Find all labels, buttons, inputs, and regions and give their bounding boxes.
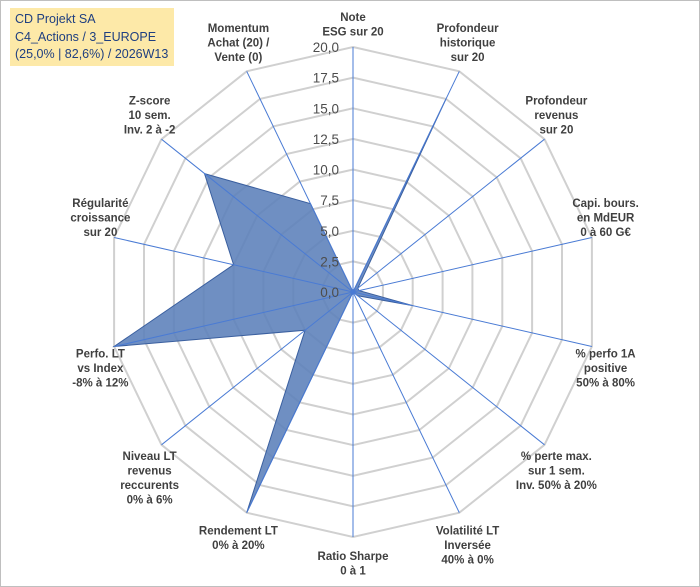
axis-spoke-6 — [352, 291, 460, 513]
tick-label-5: 12,5 — [313, 132, 339, 147]
axis-label-1-line-2: sur 20 — [451, 52, 485, 64]
axis-label-0-line-0: Note — [340, 12, 366, 24]
tick-label-8: 20,0 — [313, 40, 339, 55]
axis-label-10-line-0: Perfo. LT — [76, 349, 125, 361]
axis-label-12-line-1: 10 sem. — [128, 110, 170, 122]
axis-label-12: Z-score 10 sem. Inv. 2 à -2 — [124, 96, 176, 137]
axis-label-0: Note ESG sur 20 — [322, 12, 383, 39]
axis-label-4-line-0: % perfo 1A — [576, 349, 636, 361]
axis-label-10-line-1: vs Index — [77, 363, 124, 375]
axis-label-2: Profondeur revenus sur 20 — [525, 96, 587, 137]
axis-spoke-5 — [352, 291, 545, 446]
axis-label-9: Niveau LT revenus reccurents 0% à 6% — [120, 451, 179, 507]
tick-label-4: 10,0 — [313, 163, 339, 178]
axis-label-13-line-1: Achat (20) / — [207, 37, 270, 49]
axis-spoke-1 — [352, 71, 460, 293]
axis-label-6-line-1: Inversée — [444, 540, 491, 552]
chart-title-box: CD Projekt SA C4_Actions / 3_EUROPE (25,… — [10, 8, 174, 66]
axis-label-12-line-0: Z-score — [129, 96, 171, 108]
chart-title-category: C4_Actions / 3_EUROPE — [15, 29, 157, 44]
axis-label-10: Perfo. LT vs Index -8% à 12% — [72, 349, 128, 390]
axis-label-9-line-3: 0% à 6% — [127, 495, 173, 507]
tick-label-2: 5,0 — [320, 224, 339, 239]
axis-spoke-4 — [352, 291, 593, 347]
chart-title-company: CD Projekt SA — [15, 12, 96, 26]
axis-label-2-line-0: Profondeur — [525, 96, 587, 108]
tick-label-1: 2,5 — [320, 254, 339, 269]
axis-label-8-line-1: 0% à 20% — [212, 540, 264, 552]
axis-spoke-9 — [161, 291, 354, 446]
axis-label-3-line-1: en MdEUR — [577, 212, 635, 224]
tick-label-0: 0,0 — [320, 285, 339, 300]
axis-label-13: Momentum Achat (20) / Vente (0) — [207, 23, 270, 64]
axis-label-4-line-1: positive — [584, 363, 627, 375]
axis-label-6: Volatilité LT Inversée 40% à 0% — [436, 526, 499, 567]
axis-label-5-line-1: sur 1 sem. — [528, 466, 585, 478]
axis-label-11: Régularité croissance sur 20 — [70, 198, 130, 239]
axis-label-7-line-1: 0 à 1 — [340, 566, 366, 578]
axis-spoke-10 — [113, 291, 354, 347]
axis-label-1: Profondeur historique sur 20 — [437, 23, 499, 64]
axis-label-3: Capi. bours. en MdEUR 0 à 60 G€ — [572, 198, 638, 239]
axis-label-1-line-0: Profondeur — [437, 23, 499, 35]
axis-label-7: Ratio Sharpe 0 à 1 — [318, 551, 389, 578]
axis-label-9-line-1: revenus — [128, 466, 172, 478]
axis-label-11-line-0: Régularité — [72, 198, 128, 210]
chart-title-scores: (25,0% | 82,6%) / 2026W13 — [15, 47, 169, 61]
axis-label-9-line-2: reccurents — [120, 480, 179, 492]
axis-spoke-3 — [352, 237, 593, 293]
axis-label-3-line-0: Capi. bours. — [572, 198, 638, 210]
axis-label-0-line-1: ESG sur 20 — [322, 27, 383, 39]
axis-label-8: Rendement LT 0% à 20% — [199, 526, 278, 553]
axis-label-8-line-0: Rendement LT — [199, 526, 278, 538]
axis-label-2-line-1: revenus — [534, 110, 578, 122]
axis-label-1-line-1: historique — [440, 37, 496, 49]
axis-label-13-line-0: Momentum — [208, 23, 269, 35]
axis-label-6-line-0: Volatilité LT — [436, 526, 499, 538]
axis-label-11-line-1: croissance — [70, 212, 130, 224]
axis-label-11-line-2: sur 20 — [83, 227, 117, 239]
axis-spoke-12 — [161, 138, 354, 293]
tick-label-3: 7,5 — [320, 193, 339, 208]
axis-label-9-line-0: Niveau LT — [123, 451, 177, 463]
axis-label-5-line-0: % perte max. — [521, 451, 592, 463]
axis-label-13-line-2: Vente (0) — [214, 52, 262, 64]
axis-spoke-2 — [352, 138, 545, 293]
axis-label-7-line-0: Ratio Sharpe — [318, 551, 389, 563]
axis-label-12-line-2: Inv. 2 à -2 — [124, 125, 176, 137]
axis-spoke-8 — [246, 291, 354, 513]
axis-label-6-line-2: 40% à 0% — [441, 555, 493, 567]
tick-label-7: 17,5 — [313, 71, 339, 86]
tick-label-6: 15,0 — [313, 101, 339, 116]
axis-label-5-line-2: Inv. 50% à 20% — [516, 480, 597, 492]
axis-label-4: % perfo 1A positive 50% à 80% — [576, 349, 636, 390]
axis-spoke-11 — [113, 237, 354, 293]
axis-label-4-line-2: 50% à 80% — [576, 378, 635, 390]
axis-label-3-line-2: 0 à 60 G€ — [580, 227, 631, 239]
axis-label-10-line-2: -8% à 12% — [72, 378, 128, 390]
axis-label-2-line-2: sur 20 — [539, 125, 573, 137]
axis-spoke-13 — [246, 71, 354, 293]
axis-label-5: % perte max. sur 1 sem. Inv. 50% à 20% — [516, 451, 597, 492]
